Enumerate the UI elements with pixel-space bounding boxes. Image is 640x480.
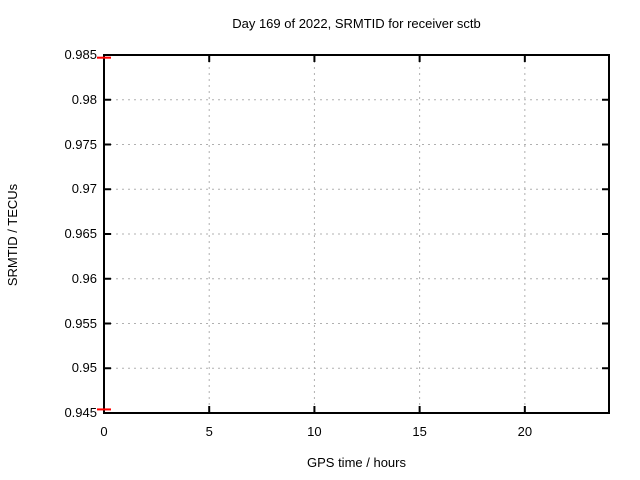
- x-axis-label: GPS time / hours: [307, 455, 406, 470]
- x-tick-label: 0: [100, 424, 108, 439]
- x-tick-label: 20: [517, 424, 533, 439]
- y-tick-label: 0.955: [64, 315, 97, 331]
- y-tick-label: 0.945: [64, 405, 97, 420]
- chart-title: Day 169 of 2022, SRMTID for receiver sct…: [232, 16, 481, 31]
- y-tick-label: 0.98: [71, 91, 97, 107]
- y-tick-label: 0.965: [64, 226, 97, 241]
- x-tick-label: 10: [307, 424, 322, 439]
- x-tick-label: 15: [412, 424, 427, 439]
- y-tick-label: 0.96: [71, 270, 97, 286]
- y-tick-label: 0.985: [64, 47, 97, 62]
- y-tick-label: 0.975: [64, 136, 97, 152]
- x-tick-label: 5: [205, 424, 213, 439]
- y-tick-label: 0.97: [71, 181, 97, 197]
- y-tick-label: 0.95: [71, 360, 97, 376]
